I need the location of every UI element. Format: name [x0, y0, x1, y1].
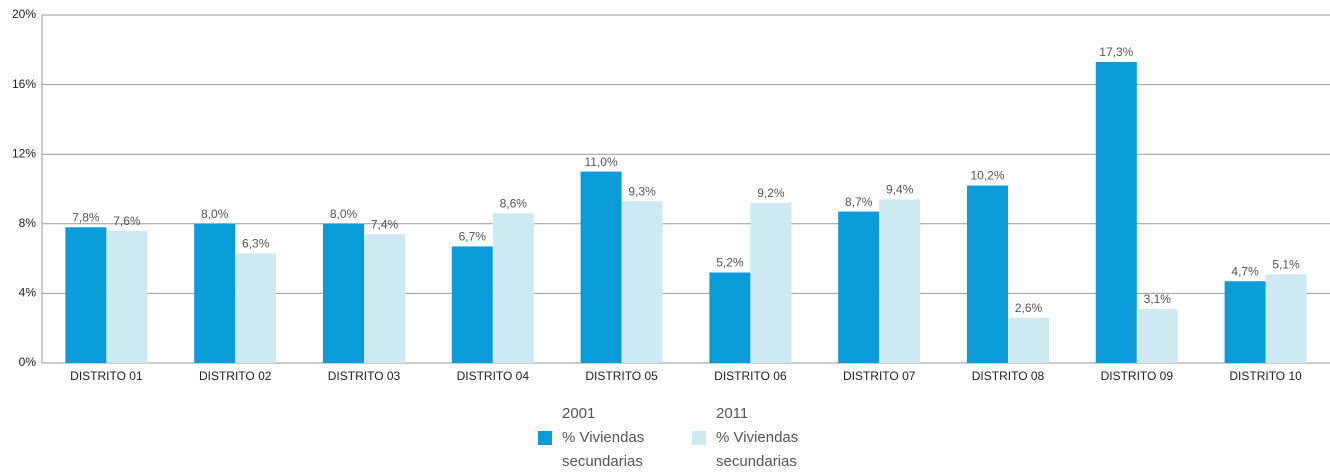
bar — [65, 227, 107, 363]
bar — [364, 234, 405, 363]
x-tick-label: DISTRITO 05 — [585, 369, 658, 383]
chart: 0% 4% 8% 12% 16% 20% DISTRITO 01 7,8% 7,6% DISTRI… — [12, 7, 1330, 383]
value-label: 9,4% — [886, 183, 914, 197]
x-tick-label: DISTRITO 08 — [972, 369, 1045, 383]
x-tick-label: DISTRITO 07 — [843, 369, 916, 383]
value-label: 10,2% — [970, 169, 1004, 183]
x-tick-label: DISTRITO 04 — [457, 369, 530, 383]
y-tick-label: 16% — [12, 77, 36, 91]
y-tick-label: 4% — [19, 286, 37, 300]
bar — [750, 202, 792, 363]
y-tick-label: 0% — [19, 355, 37, 369]
bar — [838, 211, 880, 363]
bar — [451, 246, 493, 363]
bar — [323, 223, 364, 363]
bar — [709, 272, 751, 363]
value-label: 7,4% — [371, 217, 399, 231]
x-tick-label: DISTRITO 01 — [70, 369, 143, 383]
value-label: 7,8% — [72, 210, 100, 224]
value-label: 7,6% — [113, 214, 141, 228]
legend-label: 2001 % Viviendas secundarias — [562, 405, 645, 470]
bar — [1136, 309, 1178, 363]
bar — [967, 185, 1008, 363]
legend-swatch — [692, 431, 706, 445]
x-tick-label: DISTRITO 10 — [1229, 369, 1302, 383]
value-label: 8,7% — [845, 195, 873, 209]
value-label: 4,7% — [1231, 264, 1259, 278]
x-tick-label: DISTRITO 09 — [1101, 369, 1174, 383]
bar — [1265, 274, 1307, 363]
value-label: 3,1% — [1144, 292, 1172, 306]
value-label: 5,1% — [1272, 257, 1300, 271]
bar — [235, 253, 277, 363]
value-label: 8,0% — [201, 207, 229, 221]
value-label: 6,3% — [242, 237, 270, 251]
x-tick-label: DISTRITO 06 — [714, 369, 787, 383]
bar — [580, 171, 622, 363]
value-label: 6,7% — [459, 230, 487, 244]
legend-item: 2001 % Viviendas secundarias — [538, 402, 644, 474]
value-label: 8,0% — [330, 207, 358, 221]
bar — [106, 230, 148, 363]
legend-label: 2011 % Viviendas secundarias — [716, 405, 799, 470]
value-label: 17,3% — [1099, 45, 1133, 59]
value-label: 8,6% — [500, 197, 528, 211]
y-tick-label: 12% — [12, 146, 36, 160]
y-tick-label: 8% — [19, 216, 37, 230]
bar — [194, 223, 236, 363]
legend-item: 2011 % Viviendas secundarias — [692, 402, 798, 474]
value-label: 5,2% — [716, 256, 744, 270]
bar — [1224, 281, 1266, 363]
bar — [1095, 61, 1137, 363]
value-label: 9,2% — [757, 186, 785, 200]
y-tick-label: 20% — [12, 7, 36, 21]
bar — [879, 199, 921, 363]
legend-swatch — [538, 431, 552, 445]
bar — [492, 213, 534, 363]
value-label: 11,0% — [585, 155, 618, 169]
bar — [621, 201, 663, 363]
value-label: 2,6% — [1015, 301, 1043, 315]
x-tick-label: DISTRITO 02 — [199, 369, 272, 383]
bar — [1008, 317, 1049, 363]
value-label: 9,3% — [628, 184, 656, 198]
x-tick-label: DISTRITO 03 — [328, 369, 401, 383]
